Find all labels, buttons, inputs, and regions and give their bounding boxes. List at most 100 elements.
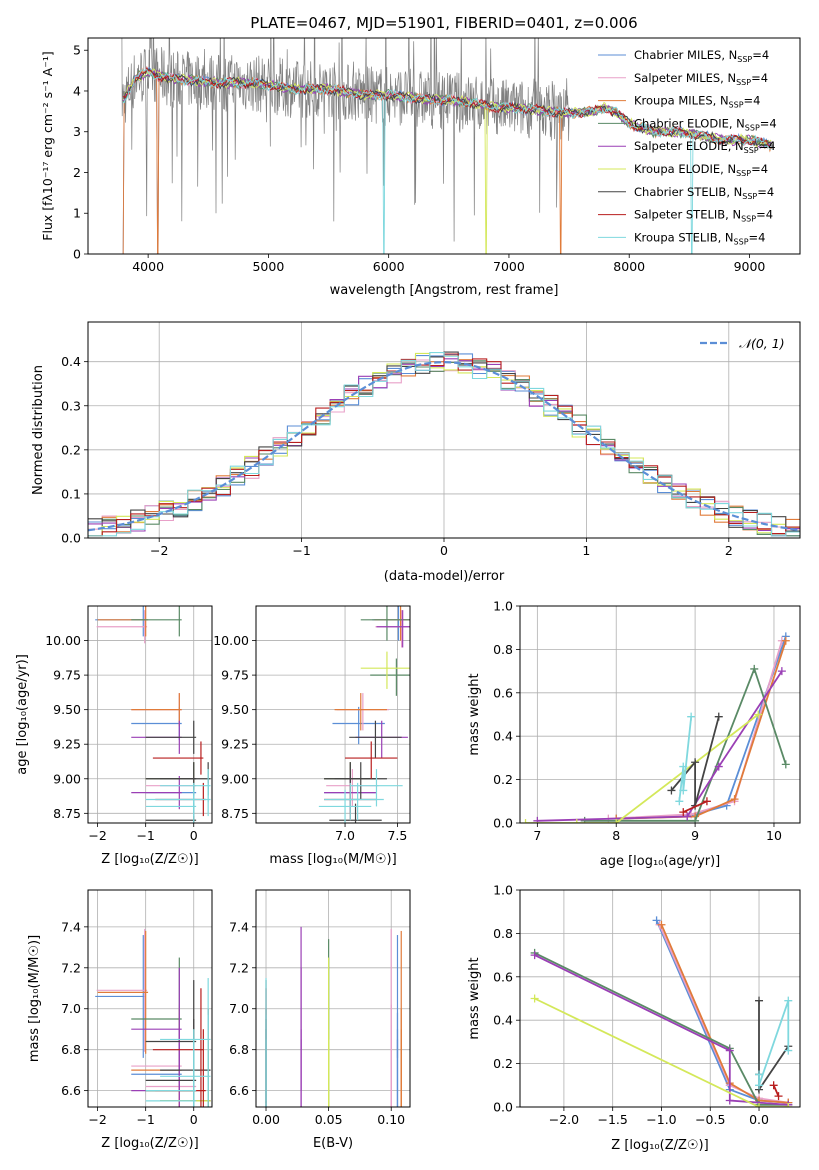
y-tick-label: 8.75	[221, 806, 249, 821]
x-tick-label: 7.0	[335, 828, 355, 843]
y-tick-label: 1.0	[493, 883, 513, 898]
weight-line	[537, 670, 783, 822]
weight-marker	[777, 667, 786, 676]
axes-frame	[87, 605, 213, 824]
weight-marker	[755, 996, 764, 1005]
y-tick-label: 0	[73, 247, 81, 262]
y-tick-label: 6.6	[61, 1083, 81, 1098]
weight-marker	[580, 816, 589, 823]
residual_hist-panel: −2 −1 0 1 2 0.0 0.1 0.2 0.3 0.4 (data-model)/error…	[31, 321, 801, 584]
legend-label: Kroupa MILES, NSSP=4	[634, 94, 760, 110]
y-tick-label: 9.75	[53, 668, 81, 683]
weight-line	[660, 924, 789, 1104]
x-tick-label: 2	[725, 543, 733, 558]
axes-frame	[87, 37, 801, 255]
model-spectrum-line	[122, 68, 772, 254]
y-tick-label: 1.0	[493, 599, 513, 614]
x-tick-label: 1	[582, 543, 590, 558]
y-tick-label: 9.50	[53, 702, 81, 717]
x-tick-label: −1	[292, 543, 310, 558]
x-tick-label: 0.00	[252, 1112, 280, 1127]
y-axis-label: mass weight	[467, 957, 482, 1039]
x-tick-label: 10	[766, 828, 782, 843]
weight-marker	[675, 797, 684, 806]
y-tick-label: 10.00	[45, 633, 81, 648]
weight-marker	[679, 762, 688, 771]
axes-frame	[519, 605, 801, 824]
weight-marker	[612, 819, 621, 823]
histogram-step	[88, 353, 800, 537]
weight-line	[584, 666, 787, 822]
y-axis-label: age [log₁₀(age/yr)]	[15, 654, 30, 775]
y-tick-label: 5	[73, 43, 81, 58]
weight-marker	[730, 795, 739, 804]
model-spectrum-line	[122, 68, 772, 147]
x-tick-label: 0	[440, 543, 448, 558]
y-tick-label: 0.4	[61, 354, 81, 369]
weight-marker	[784, 1103, 793, 1107]
x-tick-label: 5000	[252, 259, 284, 274]
y-tick-label: 8.75	[53, 806, 81, 821]
legend-label: Salpeter STELIB, NSSP=4	[634, 208, 773, 224]
weight-marker	[530, 951, 539, 960]
y-tick-label: 10.00	[213, 633, 249, 648]
mass_vs_ebv-plot-area	[265, 926, 402, 1107]
weight-marker	[679, 808, 688, 817]
y-tick-label: 7.2	[61, 960, 81, 975]
weight-marker	[781, 636, 790, 645]
legend-label: Salpeter ELODIE, NSSP=4	[634, 139, 776, 155]
x-tick-label: −1	[136, 828, 154, 843]
weight-line	[772, 1084, 780, 1097]
y-axis-label: Normed distribution	[31, 365, 46, 495]
y-axis-label: mass weight	[467, 673, 482, 755]
weight-marker	[533, 816, 542, 823]
y-tick-label: 0.0	[493, 1100, 513, 1115]
legend-label: 𝒩(0, 1)	[739, 336, 785, 351]
weight-marker	[755, 1081, 764, 1090]
age_vs_Z-panel: −2 −1 0 8.75 9.00 9.25 9.50 9.75 10.00 Z [log₁₀(Z…	[15, 605, 213, 867]
y-tick-label: 9.25	[53, 737, 81, 752]
weight-marker	[679, 786, 688, 795]
spectrum-panel: 4000 5000 6000 7000 8000 9000 0 1 2 3 4 5 wavelength…	[40, 37, 801, 298]
y-tick-label: 0.8	[493, 926, 513, 941]
weight-marker	[725, 1096, 734, 1105]
y-tick-label: 0.6	[493, 969, 513, 984]
y-tick-label: 7.4	[229, 919, 249, 934]
x-axis-label: E(B-V)	[313, 1136, 353, 1151]
x-tick-label: 9000	[734, 259, 766, 274]
y-tick-label: 0.0	[61, 531, 81, 546]
y-axis-label: mass [log₁₀(M/M☉)]	[27, 935, 42, 1062]
y-tick-label: 0.4	[493, 729, 513, 744]
x-tick-label: −2	[88, 828, 106, 843]
age_vs_mass-panel: 7.0 7.5 8.75 9.00 9.25 9.50 9.75 10.00 mass [log…	[213, 605, 411, 867]
mass_vs_ebv-panel: 0.00 0.05 0.10 6.6 6.8 7.0 7.2 7.4 E(B-V)	[229, 889, 411, 1151]
y-tick-label: 6.6	[229, 1083, 249, 1098]
x-tick-label: 8	[612, 828, 620, 843]
model-spectrum-line	[122, 69, 772, 254]
weight_vs_age-plot-area	[521, 632, 790, 823]
weight-marker	[784, 1046, 793, 1055]
legend-label: Kroupa ELODIE, NSSP=4	[634, 162, 768, 178]
y-tick-label: 0.2	[493, 772, 513, 787]
mass_vs_Z-plot-area	[95, 928, 211, 1107]
weight-marker	[784, 996, 793, 1005]
weight-line	[616, 640, 787, 820]
residual_hist-plot-area	[88, 351, 800, 537]
x-tick-label: −1	[136, 1112, 154, 1127]
axes-frame	[255, 605, 411, 824]
x-axis-label: (data-model)/error	[384, 569, 505, 584]
weight_vs_age-panel: 7 8 9 10 0.0 0.2 0.4 0.6 0.8 1.0 age [log₁₀(age/yr…	[467, 599, 801, 869]
y-tick-label: 9.00	[53, 771, 81, 786]
age_vs_mass-plot-area	[318, 606, 410, 823]
x-tick-label: 4000	[132, 259, 164, 274]
weight-line	[525, 713, 759, 823]
weight-marker	[755, 1070, 764, 1079]
x-tick-label: 8000	[613, 259, 645, 274]
y-tick-label: 3	[73, 124, 81, 139]
weight-marker	[774, 1092, 783, 1101]
legend-label: Kroupa STELIB, NSSP=4	[634, 230, 765, 246]
x-tick-label: −2	[88, 1112, 106, 1127]
x-tick-label: 9	[691, 828, 699, 843]
x-tick-label: −1.0	[646, 1112, 676, 1127]
y-tick-label: 7.2	[229, 960, 249, 975]
